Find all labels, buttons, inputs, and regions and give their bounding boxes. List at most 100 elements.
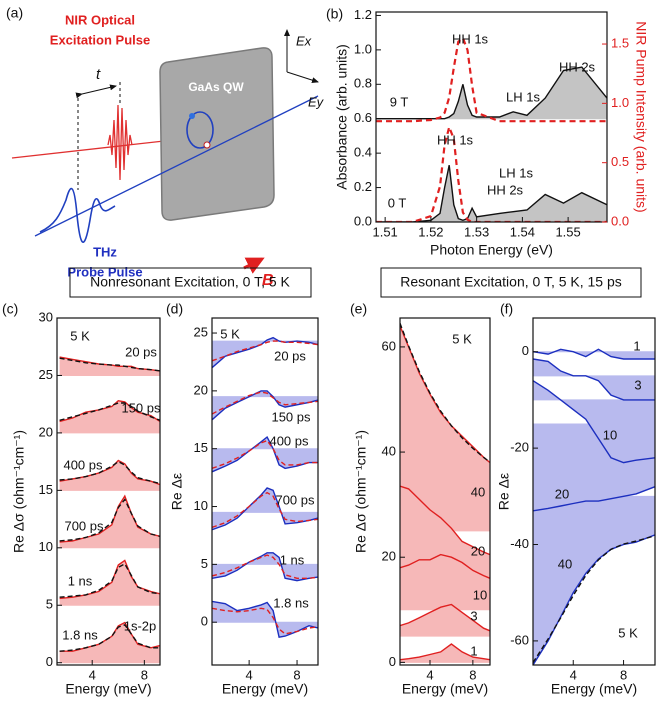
panel-label: (e) [350, 301, 367, 317]
panel: 1 3 10 20 40 4 8 -60 -40 -20 0 Energy (meV) Re Δε (f)… [496, 301, 656, 697]
series-label: 9 T [390, 94, 409, 109]
series-line [212, 390, 318, 421]
fit-line [212, 554, 318, 579]
x-tick-label: 1.52 [418, 224, 443, 239]
y-tick-label: 10 [39, 539, 53, 554]
series-line [533, 380, 655, 464]
series-label: 1.8 ns [273, 595, 309, 610]
fit-line [59, 498, 160, 542]
x-axis-title: Energy (meV) [65, 681, 151, 697]
fit-line [400, 323, 490, 463]
section-box [69, 267, 312, 298]
y-tick-label: 5 [46, 597, 53, 612]
panel: 40 20 10 3 1 4 8 0 20 40 60 Energy (meV) Re Δσ (ohm⁻… [350, 301, 491, 697]
series-line [376, 123, 607, 222]
axis-label: Ey [308, 94, 325, 109]
series-line [400, 603, 490, 632]
y-tick-label: 10 [194, 498, 208, 513]
series-line [376, 36, 607, 123]
series-label: 40 [471, 484, 485, 499]
y-tick-label: 30 [39, 309, 53, 324]
x-tick-label: 8 [469, 667, 476, 682]
fit-line [212, 439, 318, 470]
area [400, 604, 490, 637]
x-tick-label: 8 [293, 667, 300, 682]
series-line [212, 336, 318, 369]
panel: 20 ps 150 ps 400 ps 700 ps 1 ns 1.8 ns 4 8 0 5 10 1… [166, 301, 319, 697]
plot-frame [211, 317, 319, 666]
sample-label: GaAs QW [188, 80, 244, 94]
annotation: HH 2s [487, 182, 524, 197]
thz-waveform [39, 187, 116, 243]
y-tick-label: 20 [39, 424, 53, 439]
field-arrow [243, 257, 265, 274]
series-label: 20 [555, 486, 569, 501]
area [212, 488, 318, 530]
y-tick-label: 1.0 [354, 41, 372, 56]
series-line [533, 534, 655, 665]
area [59, 496, 160, 548]
section-title: Nonresonant Excitation, 0 T, 5 K [90, 274, 290, 290]
series-line [212, 487, 318, 531]
series-label: 150 ps [121, 400, 161, 415]
series-label: 20 ps [125, 344, 157, 359]
series-label: 3 [634, 377, 641, 392]
area [400, 643, 490, 663]
y2-tick-label: 1.5 [611, 35, 629, 50]
delay-label: t [96, 66, 101, 83]
y-axis-title: Absorbance (arb. units) [334, 44, 350, 190]
series-label: 1.8 ns [62, 627, 98, 642]
y-tick-label: 0.4 [354, 145, 372, 160]
series-label: 700 ps [275, 492, 315, 507]
plot-area [376, 36, 607, 222]
annotation: 5 K [70, 328, 90, 343]
annotation: 5 K [220, 326, 240, 341]
fit-line [533, 535, 655, 663]
plot-frame [532, 317, 656, 666]
probe-beam [34, 95, 319, 237]
y-axis-title: Re Δε [169, 473, 185, 510]
x-tick-label: 8 [620, 667, 627, 682]
panel-label: (a) [6, 5, 23, 21]
y-tick-label: 25 [39, 367, 53, 382]
series-line [212, 552, 318, 582]
series-label: 3 [470, 608, 477, 623]
section-title: Resonant Excitation, 0 T, 5 K, 15 ps [400, 274, 622, 290]
annotation: HH 2s [559, 59, 596, 74]
y2-tick-label: 0.5 [611, 154, 629, 169]
series-line [59, 459, 160, 486]
area [59, 560, 160, 606]
y-tick-label: 0.8 [354, 76, 372, 91]
x-tick-label: 1.51 [372, 224, 397, 239]
series-label: 10 [603, 427, 617, 442]
y2-axis-title: NIR Pump Intensity (arb. units) [633, 21, 649, 212]
y-tick-label: 25 [194, 324, 208, 339]
plot-frame [375, 11, 608, 223]
plot-frame [56, 317, 161, 666]
series-label: 40 [558, 556, 572, 571]
series-line [533, 486, 655, 512]
field-label: B [262, 272, 274, 289]
annotation: 5 K [452, 331, 472, 346]
fit-line [212, 391, 318, 415]
nir-pulse [107, 104, 133, 181]
electron [189, 113, 195, 119]
annotation: LH 1s [499, 165, 533, 180]
y-tick-label: 20 [194, 382, 208, 397]
y-tick-label: 40 [382, 444, 396, 459]
series-line [376, 165, 607, 222]
y-tick-label: 5 [201, 556, 208, 571]
series-line [59, 559, 160, 600]
series-line [533, 358, 655, 401]
x-tick-label: 4 [426, 667, 433, 682]
x-tick-label: 4 [246, 667, 253, 682]
series-label: 20 [471, 543, 485, 558]
x-tick-label: 4 [89, 667, 96, 682]
panel-label: (c) [2, 301, 18, 317]
area [400, 325, 490, 531]
area [212, 552, 318, 581]
y2-tick-label: 0.0 [611, 213, 629, 228]
plot-area [59, 356, 160, 664]
area [59, 622, 160, 663]
